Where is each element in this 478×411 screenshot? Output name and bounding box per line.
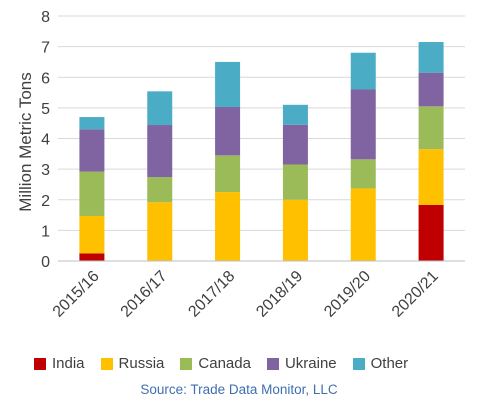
bar-segment-canada: [79, 171, 105, 216]
x-axis-ticks: 2015/16 2016/17 2017/18 2018/19 2019/20 2020/…: [50, 268, 442, 321]
bar-segment-india: [79, 253, 105, 261]
bar-segment-ukraine: [418, 72, 444, 107]
bar-segment-other: [350, 52, 376, 90]
x-tick-label: 2020/21: [389, 268, 442, 321]
bars: [79, 42, 444, 261]
bar-segment-canada: [215, 155, 241, 193]
legend-label: Canada: [198, 355, 251, 372]
bar-segment-russia: [282, 199, 308, 261]
bar-segment-other: [79, 117, 105, 130]
bar-segment-russia: [350, 188, 376, 261]
y-tick-label: 5: [41, 101, 50, 118]
bar-segment-russia: [215, 192, 241, 261]
legend-label: Russia: [118, 355, 165, 372]
legend-item-india: India: [34, 355, 85, 372]
bar-segment-russia: [147, 202, 173, 261]
legend-swatch: [266, 357, 279, 370]
bar-segment-other: [215, 61, 241, 107]
y-tick-label: 4: [41, 132, 50, 149]
bar-segment-canada: [350, 159, 376, 189]
y-tick-label: 3: [41, 162, 50, 179]
bar-segment-canada: [282, 164, 308, 200]
bar-segment-ukraine: [79, 129, 105, 172]
legend-swatch: [100, 357, 113, 370]
legend-swatch: [352, 357, 365, 370]
x-tick-label: 2016/17: [118, 268, 171, 321]
bar-segment-ukraine: [350, 89, 376, 160]
legend-label: India: [52, 355, 85, 372]
x-tick-label: 2015/16: [50, 268, 103, 321]
y-axis-label: Million Metric Tons: [16, 72, 35, 212]
y-tick-label: 7: [41, 40, 50, 57]
bar-segment-russia: [79, 215, 105, 254]
legend-label: Ukraine: [284, 355, 337, 372]
y-tick-label: 8: [41, 9, 50, 26]
y-axis-ticks: 0 1 2 3 4 5 6 7 8: [41, 9, 50, 271]
y-tick-label: 0: [41, 254, 50, 271]
bar-segment-other: [147, 91, 173, 126]
legend: India Russia Canada Ukraine Other: [34, 355, 424, 372]
y-tick-label: 6: [41, 70, 50, 87]
legend-item-russia: Russia: [100, 355, 165, 372]
bar-segment-other: [282, 104, 308, 125]
x-tick-label: 2018/19: [253, 268, 306, 321]
legend-label: Other: [370, 355, 409, 372]
legend-swatch: [34, 357, 46, 370]
legend-item-ukraine: Ukraine: [266, 355, 337, 372]
legend-item-canada: Canada: [180, 355, 251, 372]
x-tick-label: 2019/20: [321, 268, 374, 321]
bar-segment-canada: [418, 106, 444, 150]
source-note: Source: Trade Data Monitor, LLC: [140, 382, 338, 397]
bar-segment-ukraine: [282, 124, 308, 165]
bar-segment-ukraine: [147, 125, 173, 178]
legend-swatch: [180, 357, 193, 370]
x-tick-label: 2017/18: [185, 268, 238, 321]
y-tick-label: 1: [41, 223, 50, 240]
bar-segment-ukraine: [215, 106, 241, 156]
legend-item-other: Other: [352, 355, 409, 372]
bar-segment-canada: [147, 177, 173, 203]
y-tick-label: 2: [41, 193, 50, 210]
bar-segment-india: [418, 204, 444, 261]
bar-segment-other: [418, 42, 444, 73]
gridlines: [58, 15, 465, 231]
bar-segment-russia: [418, 149, 444, 205]
